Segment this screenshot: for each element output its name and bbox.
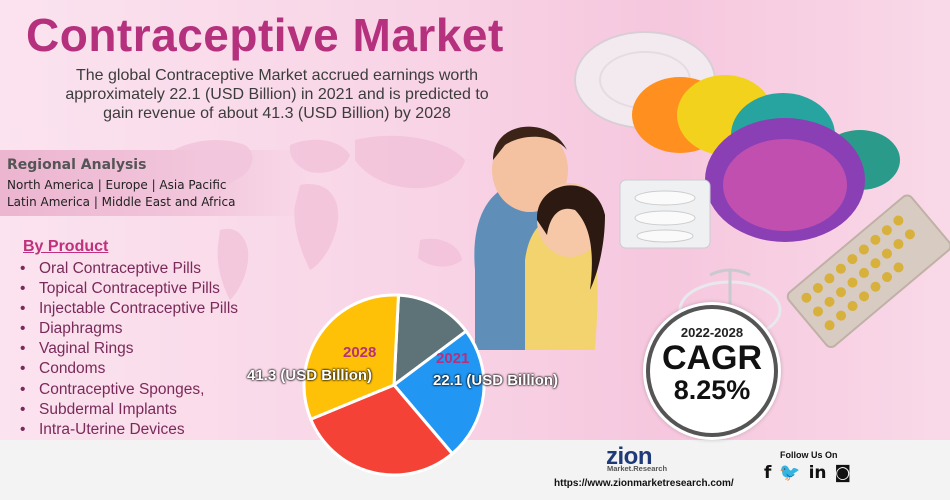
bullet-icon: • <box>20 280 26 298</box>
bullet-icon: • <box>20 420 26 438</box>
product-item: • Contraceptive Sponges, <box>20 380 238 400</box>
product-item: • Topical Contraceptive Pills <box>20 279 238 299</box>
cagr-label: CAGR <box>661 339 763 377</box>
linkedin-icon[interactable]: in <box>808 463 827 483</box>
market-summary: The global Contraceptive Market accrued … <box>65 67 489 122</box>
market-pie-chart <box>302 293 486 477</box>
product-item-label: Condoms <box>39 360 106 378</box>
product-item-label: Intra-Uterine Devices <box>39 420 185 438</box>
product-item-label: Contraceptive Sponges, <box>39 380 205 398</box>
pie-slice-3 <box>302 293 401 422</box>
bullet-icon: • <box>20 340 26 358</box>
product-item-label: Subdermal Implants <box>39 400 177 418</box>
regional-line-1: North America | Europe | Asia Pacific <box>7 178 227 192</box>
cagr-value: 8.25% <box>673 375 751 405</box>
product-item: • Oral Contraceptive Pills <box>20 259 238 279</box>
product-item-label: Oral Contraceptive Pills <box>39 260 201 277</box>
zion-logo[interactable]: zion <box>606 443 653 470</box>
regional-line-2: Latin America | Middle East and Africa <box>7 195 236 209</box>
pie-slice-0 <box>392 293 469 389</box>
product-list: • Oral Contraceptive Pills • Topical Contra… <box>20 259 238 440</box>
by-product-heading: By Product <box>23 238 109 255</box>
product-item: • Subdermal Implants <box>20 400 238 420</box>
product-item: • Diaphragms <box>20 319 238 339</box>
product-item-label: Vaginal Rings <box>39 340 134 358</box>
product-item: • Condoms <box>20 359 238 379</box>
pie-label-value-2028: 41.3 (USD Billion) <box>247 367 373 384</box>
bullet-icon: • <box>20 300 26 318</box>
hero-illustration <box>474 31 950 350</box>
page-title: Contraceptive Market <box>26 9 504 61</box>
product-item-label: Diaphragms <box>39 320 123 338</box>
follow-us-label: Follow Us On <box>780 450 838 460</box>
bullet-icon: • <box>20 400 26 418</box>
bullet-icon: • <box>20 380 26 398</box>
cagr-badge: 2022-2028 CAGR 8.25% <box>646 305 778 437</box>
bullet-icon: • <box>20 320 26 338</box>
regional-analysis-panel: Regional Analysis North America | Europe… <box>0 150 310 216</box>
zion-logo-subtitle: Market.Research <box>607 464 668 473</box>
pie-label-year-2021: 2021 <box>436 350 470 367</box>
product-item-label: Injectable Contraceptive Pills <box>39 300 239 318</box>
website-link[interactable]: https://www.zionmarketresearch.com/ <box>554 478 734 489</box>
pie-slice-1 <box>391 329 486 456</box>
cagr-period: 2022-2028 <box>680 325 744 340</box>
pie-label-value-2021: 22.1 (USD Billion) <box>433 372 559 389</box>
regional-analysis-title: Regional Analysis <box>7 157 147 173</box>
social-links: f 🐦 in ◙ <box>764 463 851 483</box>
twitter-icon[interactable]: 🐦 <box>779 463 801 483</box>
product-item: • Intra-Uterine Devices <box>20 420 238 440</box>
instagram-icon[interactable]: ◙ <box>834 463 852 483</box>
product-item: • Vaginal Rings <box>20 339 238 359</box>
bullet-icon: • <box>20 260 26 277</box>
facebook-icon[interactable]: f <box>764 463 772 483</box>
bullet-icon: • <box>20 360 26 378</box>
pie-slice-2 <box>308 383 455 477</box>
product-item: • Injectable Contraceptive Pills <box>20 299 238 319</box>
footer-band <box>0 440 950 500</box>
pie-label-year-2028: 2028 <box>343 344 377 361</box>
product-item-label: Topical Contraceptive Pills <box>39 280 220 298</box>
